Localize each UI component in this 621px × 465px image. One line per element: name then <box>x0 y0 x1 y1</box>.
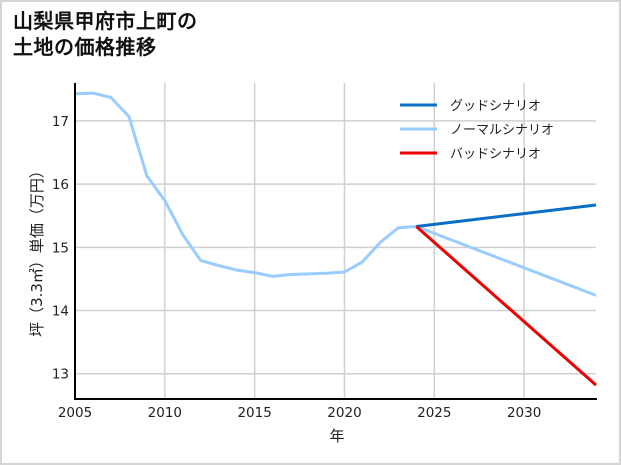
x-axis-label: 年 <box>329 427 344 445</box>
series-line <box>415 225 597 387</box>
chart-title: 山梨県甲府市上町の 土地の価格推移 <box>13 8 198 60</box>
series-line <box>74 91 597 297</box>
legend-label: ノーマルシナリオ <box>450 123 554 138</box>
title-line-1: 山梨県甲府市上町の <box>13 9 198 33</box>
legend-label: バッドシナリオ <box>450 147 541 162</box>
y-tick-label: 13 <box>52 367 69 383</box>
y-tick-label: 16 <box>52 177 69 193</box>
y-tick-label: 17 <box>52 114 69 130</box>
series-line <box>416 203 597 228</box>
x-tick-label: 2005 <box>58 405 92 421</box>
y-tick-label: 15 <box>52 240 69 256</box>
x-tick-label: 2010 <box>148 405 182 421</box>
axes <box>74 83 597 400</box>
x-tick-label: 2015 <box>237 405 271 421</box>
x-tick-label: 2030 <box>507 405 541 421</box>
series-lines <box>74 91 597 387</box>
y-axis-label: 坪（3.3㎡）単価（万円） <box>28 163 46 337</box>
legend-label: グッドシナリオ <box>450 99 541 114</box>
x-tick-label: 2025 <box>417 405 451 421</box>
title-line-2: 土地の価格推移 <box>13 35 157 59</box>
x-tick-label: 2020 <box>327 405 361 421</box>
y-tick-label: 14 <box>52 304 69 320</box>
tick-labels: 2005 2010 2015 2020 2025 2030 13 14 15 16 17 <box>52 114 542 421</box>
